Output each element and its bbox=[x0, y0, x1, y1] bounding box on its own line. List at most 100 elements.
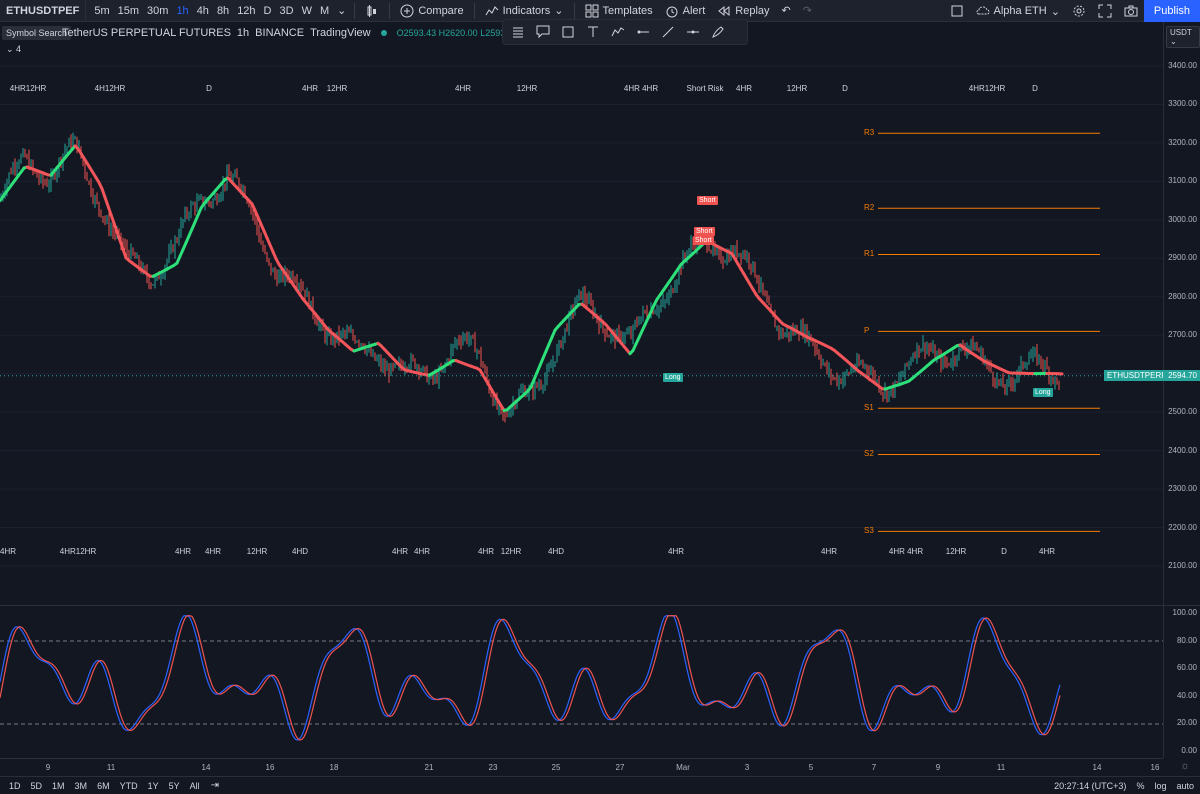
publish-button[interactable]: Publish bbox=[1144, 0, 1200, 22]
range-3m[interactable]: 3M bbox=[70, 781, 93, 791]
osc-tick: 40.00 bbox=[1177, 691, 1197, 700]
price-tick: 2700.00 bbox=[1168, 330, 1197, 339]
timeframe-W[interactable]: W bbox=[298, 5, 316, 17]
percent-toggle[interactable]: % bbox=[1136, 781, 1144, 791]
sun-settings-icon[interactable]: ☼ bbox=[1180, 760, 1190, 772]
price-chart[interactable] bbox=[0, 22, 1163, 605]
compare-button[interactable]: Compare bbox=[394, 0, 469, 22]
time-tick: 11 bbox=[107, 763, 115, 772]
range-1d[interactable]: 1D bbox=[4, 781, 26, 791]
short-signal: Short bbox=[694, 227, 715, 236]
range-1m[interactable]: 1M bbox=[47, 781, 70, 791]
candle-style-button[interactable] bbox=[359, 0, 385, 22]
clock[interactable]: 20:27:14 (UTC+3) bbox=[1054, 781, 1126, 791]
price-tick: 3300.00 bbox=[1168, 99, 1197, 108]
auto-toggle[interactable]: auto bbox=[1176, 781, 1194, 791]
stochastic-rsi-pane[interactable] bbox=[0, 606, 1163, 758]
timeframe-marker: 12HR bbox=[501, 547, 521, 556]
timeframe-15m[interactable]: 15m bbox=[114, 5, 143, 17]
timeframe-marker: 4HR bbox=[1039, 547, 1055, 556]
price-tick: 3100.00 bbox=[1168, 176, 1197, 185]
symbol-price-label: ETHUSDTPERP bbox=[1104, 370, 1170, 381]
time-tick: 27 bbox=[616, 763, 625, 772]
price-tick: 2400.00 bbox=[1168, 446, 1197, 455]
redo-button[interactable]: ↷ bbox=[797, 0, 818, 22]
layout-name: Alpha ETH bbox=[994, 5, 1047, 17]
price-tick: 3400.00 bbox=[1168, 61, 1197, 70]
price-tick: 2900.00 bbox=[1168, 253, 1197, 262]
rewind-icon bbox=[717, 4, 731, 18]
timeframe-marker: 4HR 4HR bbox=[624, 84, 658, 93]
time-axis[interactable]: 9 11 14 16 18 21 23 25 27 Mar 3 5 7 9 11 14 16 bbox=[0, 758, 1163, 776]
divider bbox=[474, 3, 475, 19]
short-signal: Short bbox=[697, 196, 718, 205]
timeframe-marker: D bbox=[1001, 547, 1007, 556]
price-tick: 3000.00 bbox=[1168, 215, 1197, 224]
timeframe-4h[interactable]: 4h bbox=[193, 5, 213, 17]
pane-separator[interactable] bbox=[0, 605, 1200, 606]
templates-label: Templates bbox=[603, 5, 653, 17]
chart-grid bbox=[0, 66, 1163, 566]
timeframe-marker: 4HR12HR bbox=[10, 84, 46, 93]
divider bbox=[574, 3, 575, 19]
range-1y[interactable]: 1Y bbox=[143, 781, 164, 791]
time-tick: 9 bbox=[46, 763, 50, 772]
price-tick: 2800.00 bbox=[1168, 292, 1197, 301]
timeframe-marker: 4HR12HR bbox=[969, 84, 1005, 93]
range-5y[interactable]: 5Y bbox=[164, 781, 185, 791]
range-5d[interactable]: 5D bbox=[26, 781, 48, 791]
timeframe-marker: Short Risk bbox=[687, 84, 724, 93]
range-6m[interactable]: 6M bbox=[92, 781, 115, 791]
layout-button[interactable]: Alpha ETH ⌄ bbox=[970, 0, 1066, 22]
alert-label: Alert bbox=[683, 5, 706, 17]
timeframe-12h[interactable]: 12h bbox=[233, 5, 259, 17]
price-tick: 3200.00 bbox=[1168, 138, 1197, 147]
range-all[interactable]: All bbox=[185, 781, 205, 791]
goto-date-icon[interactable]: ⇥ bbox=[211, 780, 219, 791]
timeframe-5m[interactable]: 5m bbox=[90, 5, 113, 17]
timeframe-M[interactable]: M bbox=[316, 5, 333, 17]
timeframe-marker: 4HR bbox=[0, 547, 16, 556]
oscillator-axis[interactable]: 100.00 80.00 60.00 40.00 20.00 0.00 bbox=[1163, 606, 1200, 758]
timeframe-3D[interactable]: 3D bbox=[276, 5, 298, 17]
gear-icon bbox=[1072, 4, 1086, 18]
timeframe-1h[interactable]: 1h bbox=[172, 5, 192, 17]
chevron-down-icon[interactable]: ⌄ bbox=[333, 4, 350, 17]
fullscreen-button[interactable] bbox=[1092, 0, 1118, 22]
timeframe-marker: 4HR bbox=[821, 547, 837, 556]
time-tick: 16 bbox=[1151, 763, 1160, 772]
timeframe-marker: 4HR bbox=[392, 547, 408, 556]
timeframe-marker: 12HR bbox=[946, 547, 966, 556]
screenshot-button[interactable] bbox=[1118, 0, 1144, 22]
timeframe-D[interactable]: D bbox=[260, 5, 276, 17]
plus-circle-icon bbox=[400, 4, 414, 18]
timeframe-marker: 4HR bbox=[736, 84, 752, 93]
camera-icon bbox=[1124, 4, 1138, 18]
timeframe-list: 5m 15m 30m 1h 4h 8h 12h D 3D W M bbox=[86, 5, 333, 17]
timeframe-marker: D bbox=[206, 84, 212, 93]
symbol-search-button[interactable]: ETHUSDTPEF bbox=[0, 0, 86, 22]
timeframe-30m[interactable]: 30m bbox=[143, 5, 172, 17]
timeframe-marker: D bbox=[1032, 84, 1038, 93]
cloud-icon bbox=[976, 4, 990, 18]
price-tick: 2300.00 bbox=[1168, 484, 1197, 493]
pivot-label-s1: S1 bbox=[864, 403, 874, 412]
currency-selector[interactable]: USDT ⌄ bbox=[1166, 26, 1200, 48]
replay-label: Replay bbox=[735, 5, 769, 17]
time-tick: Mar bbox=[676, 763, 690, 772]
indicators-label: Indicators bbox=[503, 5, 551, 17]
chevron-down-icon: ⌄ bbox=[554, 4, 563, 17]
undo-button[interactable]: ↶ bbox=[776, 0, 797, 22]
candles bbox=[1, 133, 1059, 423]
pivot-label-r2: R2 bbox=[864, 203, 874, 212]
range-ytd[interactable]: YTD bbox=[115, 781, 143, 791]
log-toggle[interactable]: log bbox=[1154, 781, 1166, 791]
price-axis[interactable]: 3400.00 3300.00 3200.00 3100.00 3000.00 2900.… bbox=[1163, 22, 1200, 606]
compare-label: Compare bbox=[418, 5, 463, 17]
square-icon bbox=[950, 4, 964, 18]
timeframe-8h[interactable]: 8h bbox=[213, 5, 233, 17]
timeframe-marker: 4HR 4HR bbox=[889, 547, 923, 556]
fullscreen-square-button[interactable] bbox=[944, 0, 970, 22]
settings-button[interactable] bbox=[1066, 0, 1092, 22]
time-tick: 14 bbox=[1093, 763, 1102, 772]
